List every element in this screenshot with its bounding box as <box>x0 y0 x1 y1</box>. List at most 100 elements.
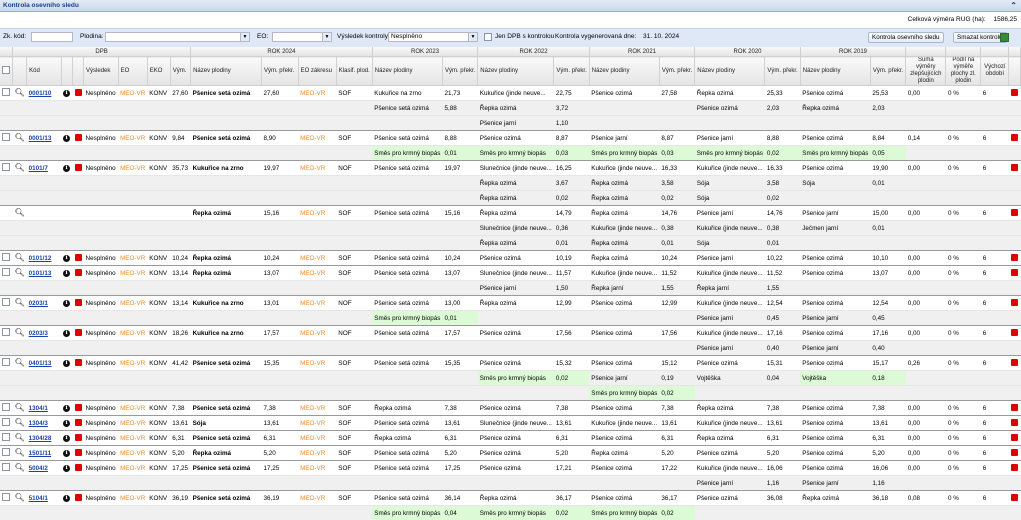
col-eo[interactable]: EO <box>118 57 147 86</box>
col-vym[interactable]: Vým. <box>170 57 190 86</box>
detail-cell[interactable]: 🔍︎ <box>13 461 27 476</box>
magnifier-icon[interactable]: 🔍︎ <box>15 269 25 277</box>
row-checkbox[interactable] <box>2 448 10 456</box>
checkbox-cell[interactable] <box>0 266 13 281</box>
info-icon[interactable]: i <box>63 90 70 97</box>
chevron-down-icon[interactable]: ▼ <box>240 33 249 41</box>
vysledek-select[interactable]: Nesplněno▼ <box>388 32 478 42</box>
info-cell[interactable]: i <box>61 431 72 446</box>
info-cell[interactable]: i <box>61 461 72 476</box>
kod-cell[interactable]: 0203/1 <box>27 296 61 311</box>
row-checkbox[interactable] <box>2 88 10 96</box>
checkbox-cell[interactable] <box>0 86 13 101</box>
magnifier-icon[interactable]: 🔍︎ <box>15 494 25 502</box>
eo-select[interactable]: ▼ <box>272 32 332 42</box>
checkbox-cell[interactable] <box>0 206 13 221</box>
info-cell[interactable]: i <box>61 491 72 506</box>
col-nazev-2020[interactable]: Název plodiny <box>695 57 765 86</box>
detail-cell[interactable]: 🔍︎ <box>13 491 27 506</box>
info-icon[interactable]: i <box>63 435 70 442</box>
row-checkbox[interactable] <box>2 463 10 471</box>
checkbox-cell[interactable] <box>0 401 13 416</box>
kod-link[interactable]: 5104/1 <box>29 495 48 502</box>
col-suma[interactable]: Suma výměry zlepšujících plodin <box>906 57 946 86</box>
info-cell[interactable]: i <box>61 446 72 461</box>
col-vym-pekr-2021[interactable]: Vým. překr. <box>659 57 694 86</box>
kod-cell[interactable]: 0401/13 <box>27 356 61 371</box>
checkbox-cell[interactable] <box>0 161 13 176</box>
row-checkbox[interactable] <box>2 298 10 306</box>
checkbox-cell[interactable] <box>0 416 13 431</box>
detail-cell[interactable]: 🔍︎ <box>13 161 27 176</box>
info-icon[interactable]: i <box>63 495 70 502</box>
info-cell[interactable] <box>61 206 72 221</box>
col-vym-pekr-2023[interactable]: Vým. překr. <box>442 57 477 86</box>
col-vym-pekr-2019[interactable]: Vým. překr. <box>870 57 905 86</box>
col-nazev-2023[interactable]: Název plodiny <box>372 57 442 86</box>
magnifier-icon[interactable]: 🔍︎ <box>15 164 25 172</box>
detail-cell[interactable]: 🔍︎ <box>13 296 27 311</box>
kod-link[interactable]: 0401/13 <box>29 360 52 367</box>
info-icon[interactable]: i <box>63 165 70 172</box>
col-nazev-2021[interactable]: Název plodiny <box>589 57 659 86</box>
info-cell[interactable]: i <box>61 131 72 146</box>
detail-cell[interactable]: 🔍︎ <box>13 446 27 461</box>
select-all-checkbox[interactable] <box>0 57 13 86</box>
info-cell[interactable]: i <box>61 86 72 101</box>
detail-cell[interactable]: 🔍︎ <box>13 86 27 101</box>
row-checkbox[interactable] <box>2 403 10 411</box>
checkbox-cell[interactable] <box>0 356 13 371</box>
col-vychozi[interactable]: Výchozí období <box>981 57 1009 86</box>
smazat-kontrolu-button[interactable]: Smazat kontrolu <box>953 32 1007 43</box>
detail-cell[interactable]: 🔍︎ <box>13 401 27 416</box>
info-icon[interactable]: i <box>63 270 70 277</box>
kod-link[interactable]: 5004/2 <box>29 465 48 472</box>
kod-link[interactable]: 0203/1 <box>29 300 48 307</box>
kod-link[interactable]: 0001/10 <box>29 90 52 97</box>
col-eko[interactable]: EKO <box>147 57 170 86</box>
col-vysledek[interactable]: Výsledek <box>84 57 119 86</box>
col-nazev-2024[interactable]: Název plodiny <box>191 57 262 86</box>
kod-cell[interactable]: 5104/1 <box>27 491 61 506</box>
col-vym-pekr-2024[interactable]: Vým. překr. <box>261 57 298 86</box>
row-checkbox[interactable] <box>2 163 10 171</box>
kod-link[interactable]: 0101/12 <box>29 255 52 262</box>
info-icon[interactable]: i <box>63 330 70 337</box>
magnifier-icon[interactable]: 🔍︎ <box>15 359 25 367</box>
col-kod[interactable]: Kód <box>27 57 61 86</box>
magnifier-icon[interactable]: 🔍︎ <box>15 209 25 217</box>
info-cell[interactable]: i <box>61 251 72 266</box>
info-icon[interactable]: i <box>63 300 70 307</box>
kod-cell[interactable]: 0101/12 <box>27 251 61 266</box>
info-icon[interactable]: i <box>63 360 70 367</box>
kontrola-osevniho-sledu-button[interactable]: Kontrola osevního sledu <box>868 32 944 43</box>
checkbox-cell[interactable] <box>0 431 13 446</box>
info-cell[interactable]: i <box>61 326 72 341</box>
checkbox-cell[interactable] <box>0 491 13 506</box>
row-checkbox[interactable] <box>2 358 10 366</box>
magnifier-icon[interactable]: 🔍︎ <box>15 299 25 307</box>
info-icon[interactable]: i <box>63 405 70 412</box>
kod-link[interactable]: 0203/3 <box>29 330 48 337</box>
kod-cell[interactable]: 1304/3 <box>27 416 61 431</box>
info-icon[interactable]: i <box>63 255 70 262</box>
magnifier-icon[interactable]: 🔍︎ <box>15 254 25 262</box>
excel-export-icon[interactable] <box>1000 33 1009 42</box>
row-checkbox[interactable] <box>2 268 10 276</box>
